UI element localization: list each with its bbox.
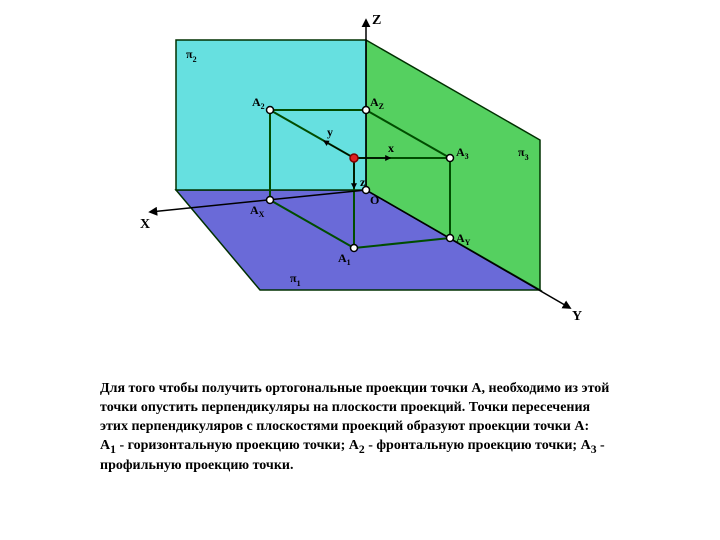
caption-l2: точки опустить перпендикуляры на плоскос… bbox=[100, 400, 590, 415]
caption-l3: этих перпендикуляров с плоскостями проек… bbox=[100, 419, 589, 434]
label-Y: Y bbox=[572, 309, 582, 324]
caption-l1: Для того чтобы получить ортогональные пр… bbox=[100, 381, 609, 396]
label-X: X bbox=[140, 217, 150, 232]
label-y: y bbox=[327, 125, 333, 139]
caption-l4: А1 - горизонтальную проекцию точки; А2 -… bbox=[100, 438, 605, 453]
caption-text: Для того чтобы получить ортогональные пр… bbox=[100, 380, 650, 476]
caption-l5: профильную проекцию точки. bbox=[100, 458, 293, 473]
label-Z: Z bbox=[372, 13, 381, 28]
label-x: x bbox=[388, 141, 394, 155]
projection-diagram: X Z Y O x y z π2 π3 π1 A2 AZ A3 AX AY A1 bbox=[120, 10, 600, 340]
label-z: z bbox=[360, 175, 366, 189]
label-O: O bbox=[370, 193, 379, 207]
diagram-svg: X Z Y O x y z π2 π3 π1 A2 AZ A3 AX AY A1 bbox=[120, 10, 600, 340]
